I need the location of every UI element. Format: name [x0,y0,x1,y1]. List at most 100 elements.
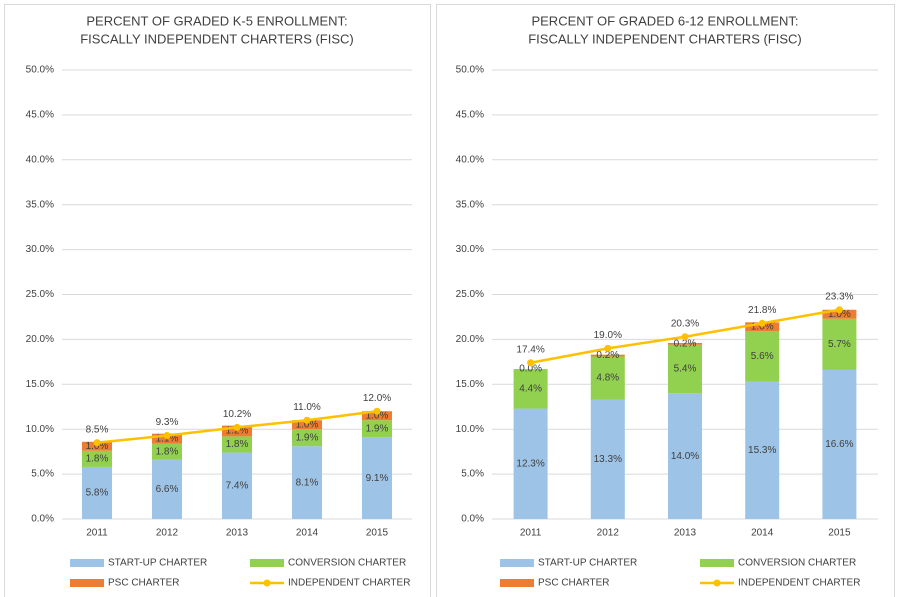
data-label: 14.0% [671,451,699,462]
data-label: 5.6% [751,351,774,362]
legend-label: PSC CHARTER [108,578,180,589]
data-label: 1.2% [226,426,249,437]
legend-label: START-UP CHARTER [108,558,207,569]
x-tick-label: 2014 [296,528,319,539]
bar-segment [82,441,112,451]
x-tick-label: 2012 [597,528,620,539]
y-tick-label: 50.0% [26,65,54,76]
legend-label: PSC CHARTER [538,578,610,589]
bar-segment [745,381,780,519]
bar-segment [292,420,322,430]
data-label: 7.4% [226,480,249,491]
legend-marker [263,579,271,587]
y-tick-label: 35.0% [456,199,484,210]
legend-swatch [250,559,284,567]
data-label: 1.0% [751,321,774,332]
line-marker [835,306,843,314]
data-label: 20.3% [671,318,699,329]
data-label: 21.8% [748,305,776,316]
data-label: 1.8% [86,453,109,464]
chart-title: FISCALLY INDEPENDENT CHARTERS (FISC) [80,31,354,46]
data-label: 5.7% [828,339,851,350]
data-label: 1.0% [828,309,851,320]
y-tick-label: 10.0% [456,424,484,435]
y-tick-label: 5.0% [461,469,484,480]
panel-border [4,4,431,597]
x-tick-label: 2015 [366,528,389,539]
data-label: 16.6% [825,439,853,450]
data-label: 1.0% [86,441,109,452]
bar-segment [822,309,857,319]
bar-segment [822,318,857,370]
data-label: 1.8% [156,446,179,457]
bar-segment [668,344,702,394]
legend-label: CONVERSION CHARTER [288,558,406,569]
bar-segment [222,436,252,453]
data-label: 12.0% [363,393,391,404]
legend-marker [713,579,721,587]
bar-segment [668,393,702,519]
bar-segment [152,459,182,519]
data-label: 11.0% [293,402,321,413]
bar-segment [152,443,182,460]
data-label: 15.3% [748,445,776,456]
data-label: 8.5% [86,424,109,435]
legend-swatch [500,579,534,587]
line-marker [527,359,535,367]
legend-label: INDEPENDENT CHARTER [738,578,860,589]
legend-label: CONVERSION CHARTER [738,558,856,569]
data-label: 6.6% [156,484,179,495]
y-tick-label: 30.0% [26,244,54,255]
chart-title: PERCENT OF GRADED K-5 ENROLLMENT: [86,13,347,28]
y-tick-label: 0.0% [31,514,54,525]
bar-segment [668,342,702,345]
line-marker [604,344,612,352]
bar-segment [362,437,392,519]
bar-segment [590,399,625,519]
data-label: 1.8% [226,439,249,450]
data-label: 9.1% [366,473,389,484]
line-marker [373,407,381,415]
bar-segment [745,322,780,332]
y-tick-label: 10.0% [26,424,54,435]
legend-label: START-UP CHARTER [538,558,637,569]
data-label: 0.2% [674,339,697,350]
y-tick-label: 20.0% [26,334,54,345]
data-label: 1.0% [296,419,319,430]
y-tick-label: 15.0% [456,379,484,390]
x-tick-label: 2011 [86,528,108,539]
data-label: 1.9% [366,423,389,434]
line-marker [758,319,766,327]
chart-title: PERCENT OF GRADED 6-12 ENROLLMENT: [531,13,798,28]
legend-swatch [70,559,104,567]
bar-segment [292,446,322,519]
line-marker [303,416,311,424]
line-marker [233,423,241,431]
bar-segment [513,369,548,409]
line-marker [163,431,171,439]
bar-segment [292,429,322,447]
bar-segment [745,331,780,382]
data-label: 5.8% [86,488,109,499]
chart-title: FISCALLY INDEPENDENT CHARTERS (FISC) [528,31,802,46]
y-tick-label: 15.0% [26,379,54,390]
legend-swatch [70,579,104,587]
y-tick-label: 30.0% [456,244,484,255]
y-tick-label: 20.0% [456,334,484,345]
data-label: 5.4% [674,364,697,375]
y-tick-label: 50.0% [456,65,484,76]
data-label: 4.4% [519,383,542,394]
bar-segment [362,420,392,438]
data-label: 10.2% [223,409,251,420]
y-tick-label: 40.0% [456,154,484,165]
legend-swatch [700,559,734,567]
x-tick-label: 2013 [226,528,249,539]
y-tick-label: 35.0% [26,199,54,210]
y-tick-label: 45.0% [456,110,484,121]
bar-segment [513,408,548,519]
data-label: 0.2% [596,350,619,361]
x-tick-label: 2015 [828,528,851,539]
legend-label: INDEPENDENT CHARTER [288,578,410,589]
